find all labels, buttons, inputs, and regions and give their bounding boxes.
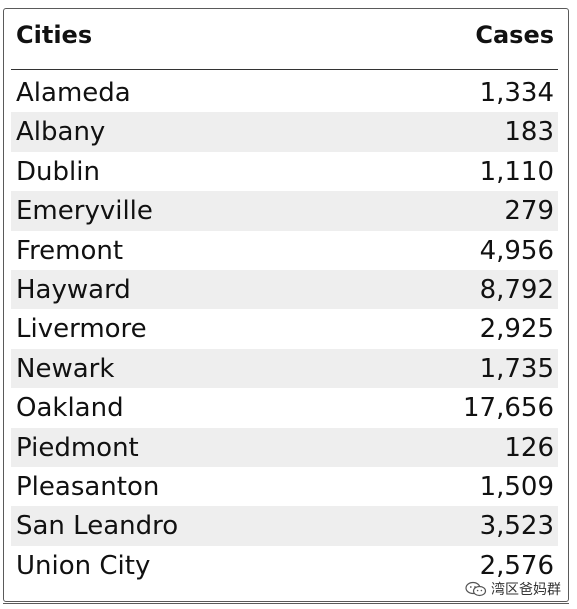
case-count: 8,792 bbox=[479, 274, 554, 305]
table-row: Fremont 4,956 bbox=[11, 231, 558, 270]
city-name: Hayward bbox=[16, 274, 131, 305]
header-cases: Cases bbox=[475, 21, 554, 49]
table-row: Albany 183 bbox=[11, 112, 558, 152]
city-name: Union City bbox=[16, 550, 151, 581]
city-name: Newark bbox=[16, 353, 115, 384]
table-header: Cities Cases bbox=[11, 14, 558, 70]
city-name: Livermore bbox=[16, 314, 147, 345]
table-row: Hayward 8,792 bbox=[11, 269, 558, 310]
city-name: Emeryville bbox=[16, 196, 153, 227]
city-name: Dublin bbox=[16, 156, 100, 187]
watermark: 湾区爸妈群 bbox=[463, 579, 563, 599]
case-count: 4,956 bbox=[479, 235, 554, 266]
table-row: Dublin 1,110 bbox=[11, 152, 558, 191]
table-body: Alameda 1,334 Albany 183 Dublin 1,110 Em… bbox=[11, 73, 558, 585]
table-row: Newark 1,735 bbox=[11, 348, 558, 389]
table-row: Livermore 2,925 bbox=[11, 309, 558, 348]
table-row: San Leandro 3,523 bbox=[11, 506, 558, 546]
watermark-text: 湾区爸妈群 bbox=[491, 582, 561, 598]
case-count: 17,656 bbox=[463, 393, 554, 424]
wechat-icon bbox=[465, 581, 487, 597]
table-row: Alameda 1,334 bbox=[11, 73, 558, 112]
city-name: Alameda bbox=[16, 78, 131, 108]
city-name: Albany bbox=[16, 117, 106, 148]
city-name: Oakland bbox=[16, 393, 124, 424]
table-row: Pleasanton 1,509 bbox=[11, 467, 558, 506]
table-row: Union City 2,576 bbox=[11, 546, 558, 585]
city-name: Fremont bbox=[16, 235, 124, 266]
case-count: 1,334 bbox=[479, 78, 554, 108]
table-row: Oakland 17,656 bbox=[11, 388, 558, 427]
case-count: 1,735 bbox=[479, 353, 554, 384]
case-count: 2,925 bbox=[479, 314, 554, 345]
case-count: 2,576 bbox=[479, 550, 554, 581]
city-name: Piedmont bbox=[16, 432, 139, 463]
case-count: 3,523 bbox=[479, 511, 554, 542]
city-name: San Leandro bbox=[16, 511, 179, 542]
city-name: Pleasanton bbox=[16, 471, 160, 502]
case-count: 1,110 bbox=[479, 156, 554, 187]
table-row: Piedmont 126 bbox=[11, 427, 558, 467]
case-count: 126 bbox=[504, 432, 554, 463]
case-count: 279 bbox=[504, 196, 554, 227]
case-count: 183 bbox=[504, 117, 554, 148]
header-cities: Cities bbox=[16, 21, 93, 49]
frame-bottom-border bbox=[3, 603, 569, 604]
case-count: 1,509 bbox=[479, 471, 554, 502]
table-row: Emeryville 279 bbox=[11, 191, 558, 231]
